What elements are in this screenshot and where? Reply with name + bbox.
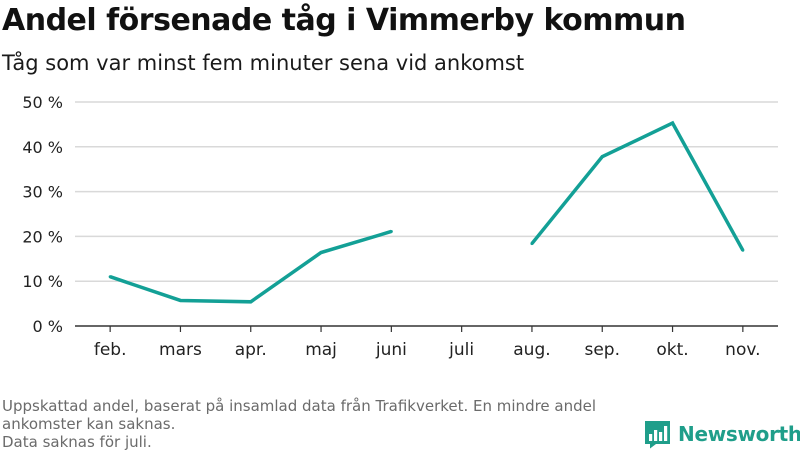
- brand-name: Newsworthy: [678, 422, 800, 446]
- line-chart: 0 % 10 % 20 % 30 % 40 % 50 % feb. mars apr. maj ju…: [22, 93, 778, 360]
- x-tick-label: feb.: [94, 340, 127, 360]
- y-tick-label: 0 %: [33, 317, 63, 336]
- x-tick-label: juli: [448, 340, 474, 360]
- y-tick-label: 40 %: [22, 138, 63, 157]
- series-line-segment: [530, 120, 745, 252]
- footnote-missing-data: Data saknas för juli.: [2, 433, 152, 451]
- y-tick-label: 50 %: [22, 93, 63, 112]
- x-tick-label: nov.: [725, 340, 760, 360]
- data-point: [600, 155, 604, 159]
- y-tick-label: 30 %: [22, 183, 63, 202]
- x-tick-label: mars: [159, 340, 202, 360]
- data-point: [671, 121, 675, 125]
- x-tick-label: juni: [375, 340, 407, 360]
- chart-title: Andel försenade tåg i Vimmerby kommun: [2, 3, 686, 38]
- newsworthy-logo-icon: [645, 420, 670, 448]
- data-point: [530, 242, 534, 246]
- x-tick-label: okt.: [656, 340, 688, 360]
- footnote-source: Uppskattad andel, baserat på insamlad da…: [2, 397, 597, 433]
- chart-subtitle: Tåg som var minst fem minuter sena vid a…: [2, 51, 525, 75]
- data-point: [108, 275, 112, 279]
- x-tick-label: apr.: [235, 340, 267, 360]
- data-point: [741, 248, 745, 252]
- data-point: [319, 251, 323, 255]
- x-tick-label: aug.: [513, 340, 550, 360]
- series-line-segment: [109, 229, 392, 304]
- brand: Newsworthy: [644, 419, 800, 449]
- x-tick-label: sep.: [584, 340, 620, 360]
- footnote: Uppskattad andel, baserat på insamlad da…: [2, 397, 642, 451]
- data-point: [178, 298, 182, 302]
- y-tick-label: 20 %: [22, 227, 63, 246]
- y-tick-label: 10 %: [22, 272, 63, 291]
- x-tick-label: maj: [305, 340, 337, 360]
- data-point: [249, 300, 253, 304]
- data-point: [389, 229, 393, 233]
